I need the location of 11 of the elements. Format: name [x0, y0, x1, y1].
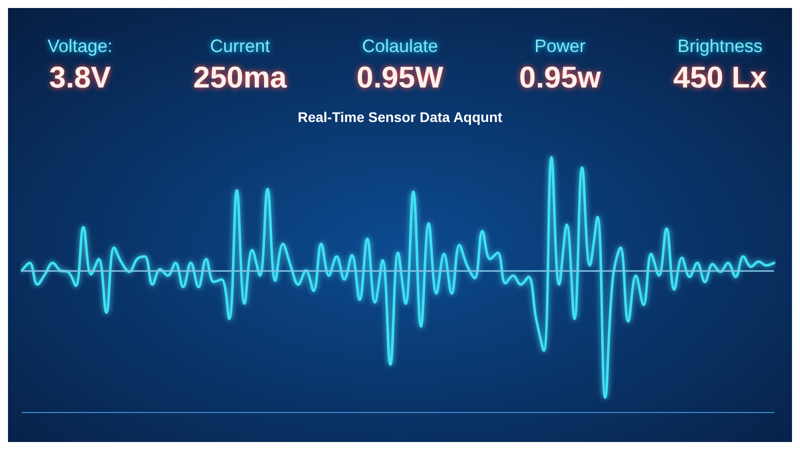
text: Colaulate — [362, 36, 438, 56]
text: 450 Lx — [673, 62, 768, 94]
text: 250ma — [193, 62, 288, 94]
text: Current — [210, 36, 270, 56]
text: 0.95W — [356, 62, 444, 94]
text: 3.8V — [49, 62, 111, 94]
text: 0.95w — [519, 62, 602, 94]
text: Voltage: — [47, 36, 113, 56]
chart-title: Real-Time Sensor Data Aqqunt — [298, 109, 503, 125]
text: Brightness — [677, 36, 763, 56]
text: Power — [534, 36, 586, 56]
